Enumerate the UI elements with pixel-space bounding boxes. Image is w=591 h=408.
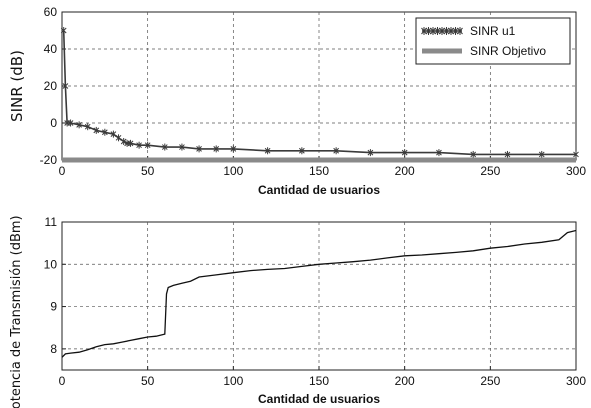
y-tick-label: 10	[44, 257, 58, 271]
y-tick-label: 0	[50, 116, 57, 130]
data-point-marker	[136, 141, 142, 149]
data-point-marker	[401, 149, 408, 157]
data-point-marker	[264, 147, 271, 155]
data-point-marker	[144, 141, 151, 149]
legend-item: SINR u1	[421, 24, 516, 38]
data-point-marker	[127, 139, 134, 147]
data-point-marker	[436, 149, 442, 157]
y-tick-label: 11	[45, 215, 58, 229]
x-tick-label: 0	[59, 164, 66, 178]
series-line-sinr-u1	[62, 30, 576, 156]
y-tick-label: -20	[40, 153, 58, 167]
x-tick-label: 50	[141, 374, 155, 388]
data-point-marker	[538, 150, 545, 158]
x-tick-label: 200	[395, 164, 415, 178]
y-tick-label: 20	[44, 79, 58, 93]
data-point-marker	[367, 149, 374, 157]
y-axis-label: SINR (dB)	[8, 50, 26, 122]
data-point-marker	[470, 150, 477, 158]
chart-2: 0 50 100 150 200 250 300 8 9 10 11 Cantidad de usua…	[9, 215, 586, 408]
y-axis-label: Potencia de Transmisión (dBm)	[9, 215, 24, 408]
data-point-marker	[120, 138, 127, 145]
x-tick-label: 300	[566, 164, 586, 178]
data-point-marker	[299, 147, 305, 155]
x-tick-label: 0	[59, 374, 66, 388]
x-tick-label: 100	[223, 374, 243, 388]
x-tick-label: 250	[480, 164, 500, 178]
x-axis-label: Cantidad de usuarios	[258, 183, 380, 197]
data-point-marker	[161, 143, 168, 151]
legend-label: SINR u1	[470, 24, 516, 38]
data-point-marker	[333, 147, 339, 155]
x-tick-label: 250	[480, 374, 500, 388]
data-point-marker	[504, 150, 511, 158]
data-point-marker	[230, 145, 237, 153]
data-point-marker	[67, 119, 74, 127]
legend: SINR u1 SINR Objetivo	[415, 17, 571, 65]
legend-item: SINR Objetivo	[422, 44, 546, 58]
x-axis-label: Cantidad de usuarios	[258, 392, 380, 406]
legend-label: SINR Objetivo	[470, 44, 546, 58]
data-point-marker	[110, 130, 117, 138]
data-point-marker	[115, 134, 122, 142]
x-tick-label: 150	[309, 374, 329, 388]
y-tick-label: 40	[44, 42, 58, 56]
series-line-power	[62, 229, 576, 358]
data-point-marker	[573, 150, 579, 158]
y-tick-label: 8	[50, 342, 57, 356]
data-point-marker	[76, 121, 82, 129]
x-tick-label: 300	[566, 374, 586, 388]
data-point-marker	[93, 126, 100, 134]
data-point-marker	[213, 145, 220, 153]
data-point-marker	[62, 82, 69, 90]
x-tick-label: 150	[309, 164, 329, 178]
x-tick-label: 50	[141, 164, 155, 178]
data-point-marker	[101, 128, 108, 136]
data-point-marker	[60, 27, 67, 34]
y-tick-label: 9	[50, 300, 57, 314]
x-tick-label: 100	[223, 164, 243, 178]
data-point-marker	[196, 145, 202, 153]
data-point-marker	[84, 123, 91, 131]
y-tick-label: 60	[44, 5, 58, 19]
x-tick-label: 200	[395, 374, 415, 388]
data-point-marker	[179, 143, 185, 151]
